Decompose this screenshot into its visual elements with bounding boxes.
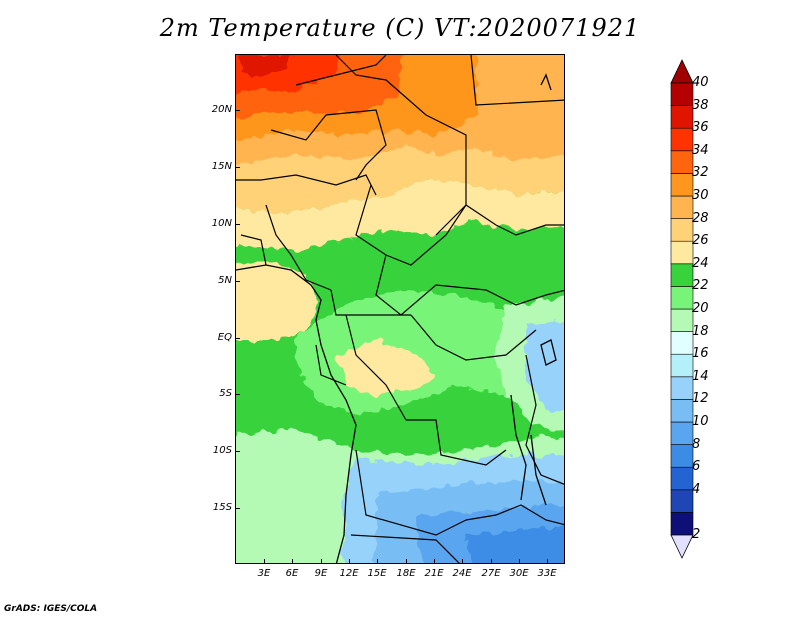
lat-label-15s: 15S <box>212 502 232 513</box>
colorbar-label: 32 <box>692 165 709 181</box>
lat-tick <box>235 338 240 339</box>
colorbar-label: 10 <box>692 414 709 429</box>
temperature-shading <box>236 55 564 563</box>
colorbar-segment <box>670 240 694 265</box>
temperature-map <box>235 54 565 564</box>
colorbar-label: 36 <box>692 120 709 136</box>
lat-tick <box>235 167 240 168</box>
colorbar-segment <box>670 127 694 152</box>
lon-tick <box>292 559 293 564</box>
colorbar-segment <box>670 308 694 332</box>
colorbar-label: 34 <box>692 142 709 158</box>
colorbar-label: 38 <box>692 97 709 113</box>
lat-tick <box>235 224 240 225</box>
temperature-field <box>236 55 564 563</box>
lat-label-eq: EQ <box>217 332 232 343</box>
colorbar-segment <box>670 82 694 106</box>
colorbar-segment <box>670 331 694 355</box>
lon-tick <box>264 559 265 564</box>
colorbar-segment <box>670 421 694 445</box>
colorbar-label: 4 <box>692 481 701 497</box>
map-title: 2m Temperature (C) VT:2020071921 <box>159 14 641 42</box>
lon-label-9e: 9E <box>314 568 328 579</box>
colorbar <box>670 59 694 559</box>
colorbar-segment <box>670 263 694 287</box>
colorbar-label: 16 <box>692 346 709 362</box>
colorbar-label: 22 <box>692 278 709 294</box>
colorbar-segment <box>670 218 694 242</box>
lon-tick <box>406 559 407 564</box>
lon-label-12e: 12E <box>339 568 359 579</box>
colorbar-label: 12 <box>692 391 709 407</box>
colorbar-label: 40 <box>692 75 709 90</box>
colorbar-segment <box>670 173 694 197</box>
lat-label-5n: 5N <box>218 275 232 286</box>
lat-label-15n: 15N <box>211 161 232 172</box>
colorbar-segment <box>670 399 694 423</box>
colorbar-label: 28 <box>692 210 709 226</box>
colorbar-label: 14 <box>692 368 709 384</box>
colorbar-label: 8 <box>692 436 701 452</box>
colorbar-segment <box>670 376 694 400</box>
lon-tick <box>434 559 435 564</box>
country-borders <box>236 55 564 563</box>
lon-label-3e: 3E <box>257 568 271 579</box>
lat-tick <box>235 508 240 509</box>
colorbar-label: 30 <box>692 188 709 203</box>
colorbar-under-arrow <box>670 534 694 559</box>
colorbar-segment <box>670 195 694 219</box>
colorbar-segment <box>670 444 694 468</box>
lon-label-6e: 6E <box>285 568 299 579</box>
colorbar-label: 18 <box>692 323 709 339</box>
colorbar-label: 2 <box>692 527 701 542</box>
lat-label-10n: 10N <box>211 218 232 229</box>
lat-tick <box>235 394 240 395</box>
lat-tick <box>235 451 240 452</box>
colorbar-segment <box>670 150 694 174</box>
lon-label-33e: 33E <box>537 568 557 579</box>
colorbar-segment <box>670 512 694 536</box>
lat-label-10s: 10S <box>212 445 232 456</box>
lon-label-18e: 18E <box>396 568 416 579</box>
lat-tick <box>235 281 240 282</box>
lon-tick <box>519 559 520 564</box>
lat-label-20n: 20N <box>211 104 232 115</box>
colorbar-segment <box>670 489 694 513</box>
lon-tick <box>349 559 350 564</box>
lon-label-15e: 15E <box>367 568 387 579</box>
colorbar-segment <box>670 466 694 491</box>
lon-label-21e: 21E <box>424 568 444 579</box>
lon-label-24e: 24E <box>452 568 472 579</box>
colorbar-label: 6 <box>692 459 701 475</box>
colorbar-label: 24 <box>692 255 709 271</box>
lon-label-27e: 27E <box>481 568 501 579</box>
colorbar-over-arrow <box>670 59 694 84</box>
colorbar-segment <box>670 286 694 310</box>
colorbar-segment <box>670 105 694 129</box>
lon-tick <box>321 559 322 564</box>
coastlines <box>236 73 557 563</box>
lat-label-5s: 5S <box>219 388 232 399</box>
lon-tick <box>462 559 463 564</box>
colorbar-label: 26 <box>692 233 709 249</box>
lon-tick <box>491 559 492 564</box>
lat-tick <box>235 110 240 111</box>
colorbar-label: 20 <box>692 301 709 316</box>
colorbar-segment <box>670 353 694 378</box>
lon-label-30e: 30E <box>509 568 529 579</box>
lon-tick <box>377 559 378 564</box>
grads-credit: GrADS: IGES/COLA <box>4 604 98 614</box>
lon-tick <box>547 559 548 564</box>
